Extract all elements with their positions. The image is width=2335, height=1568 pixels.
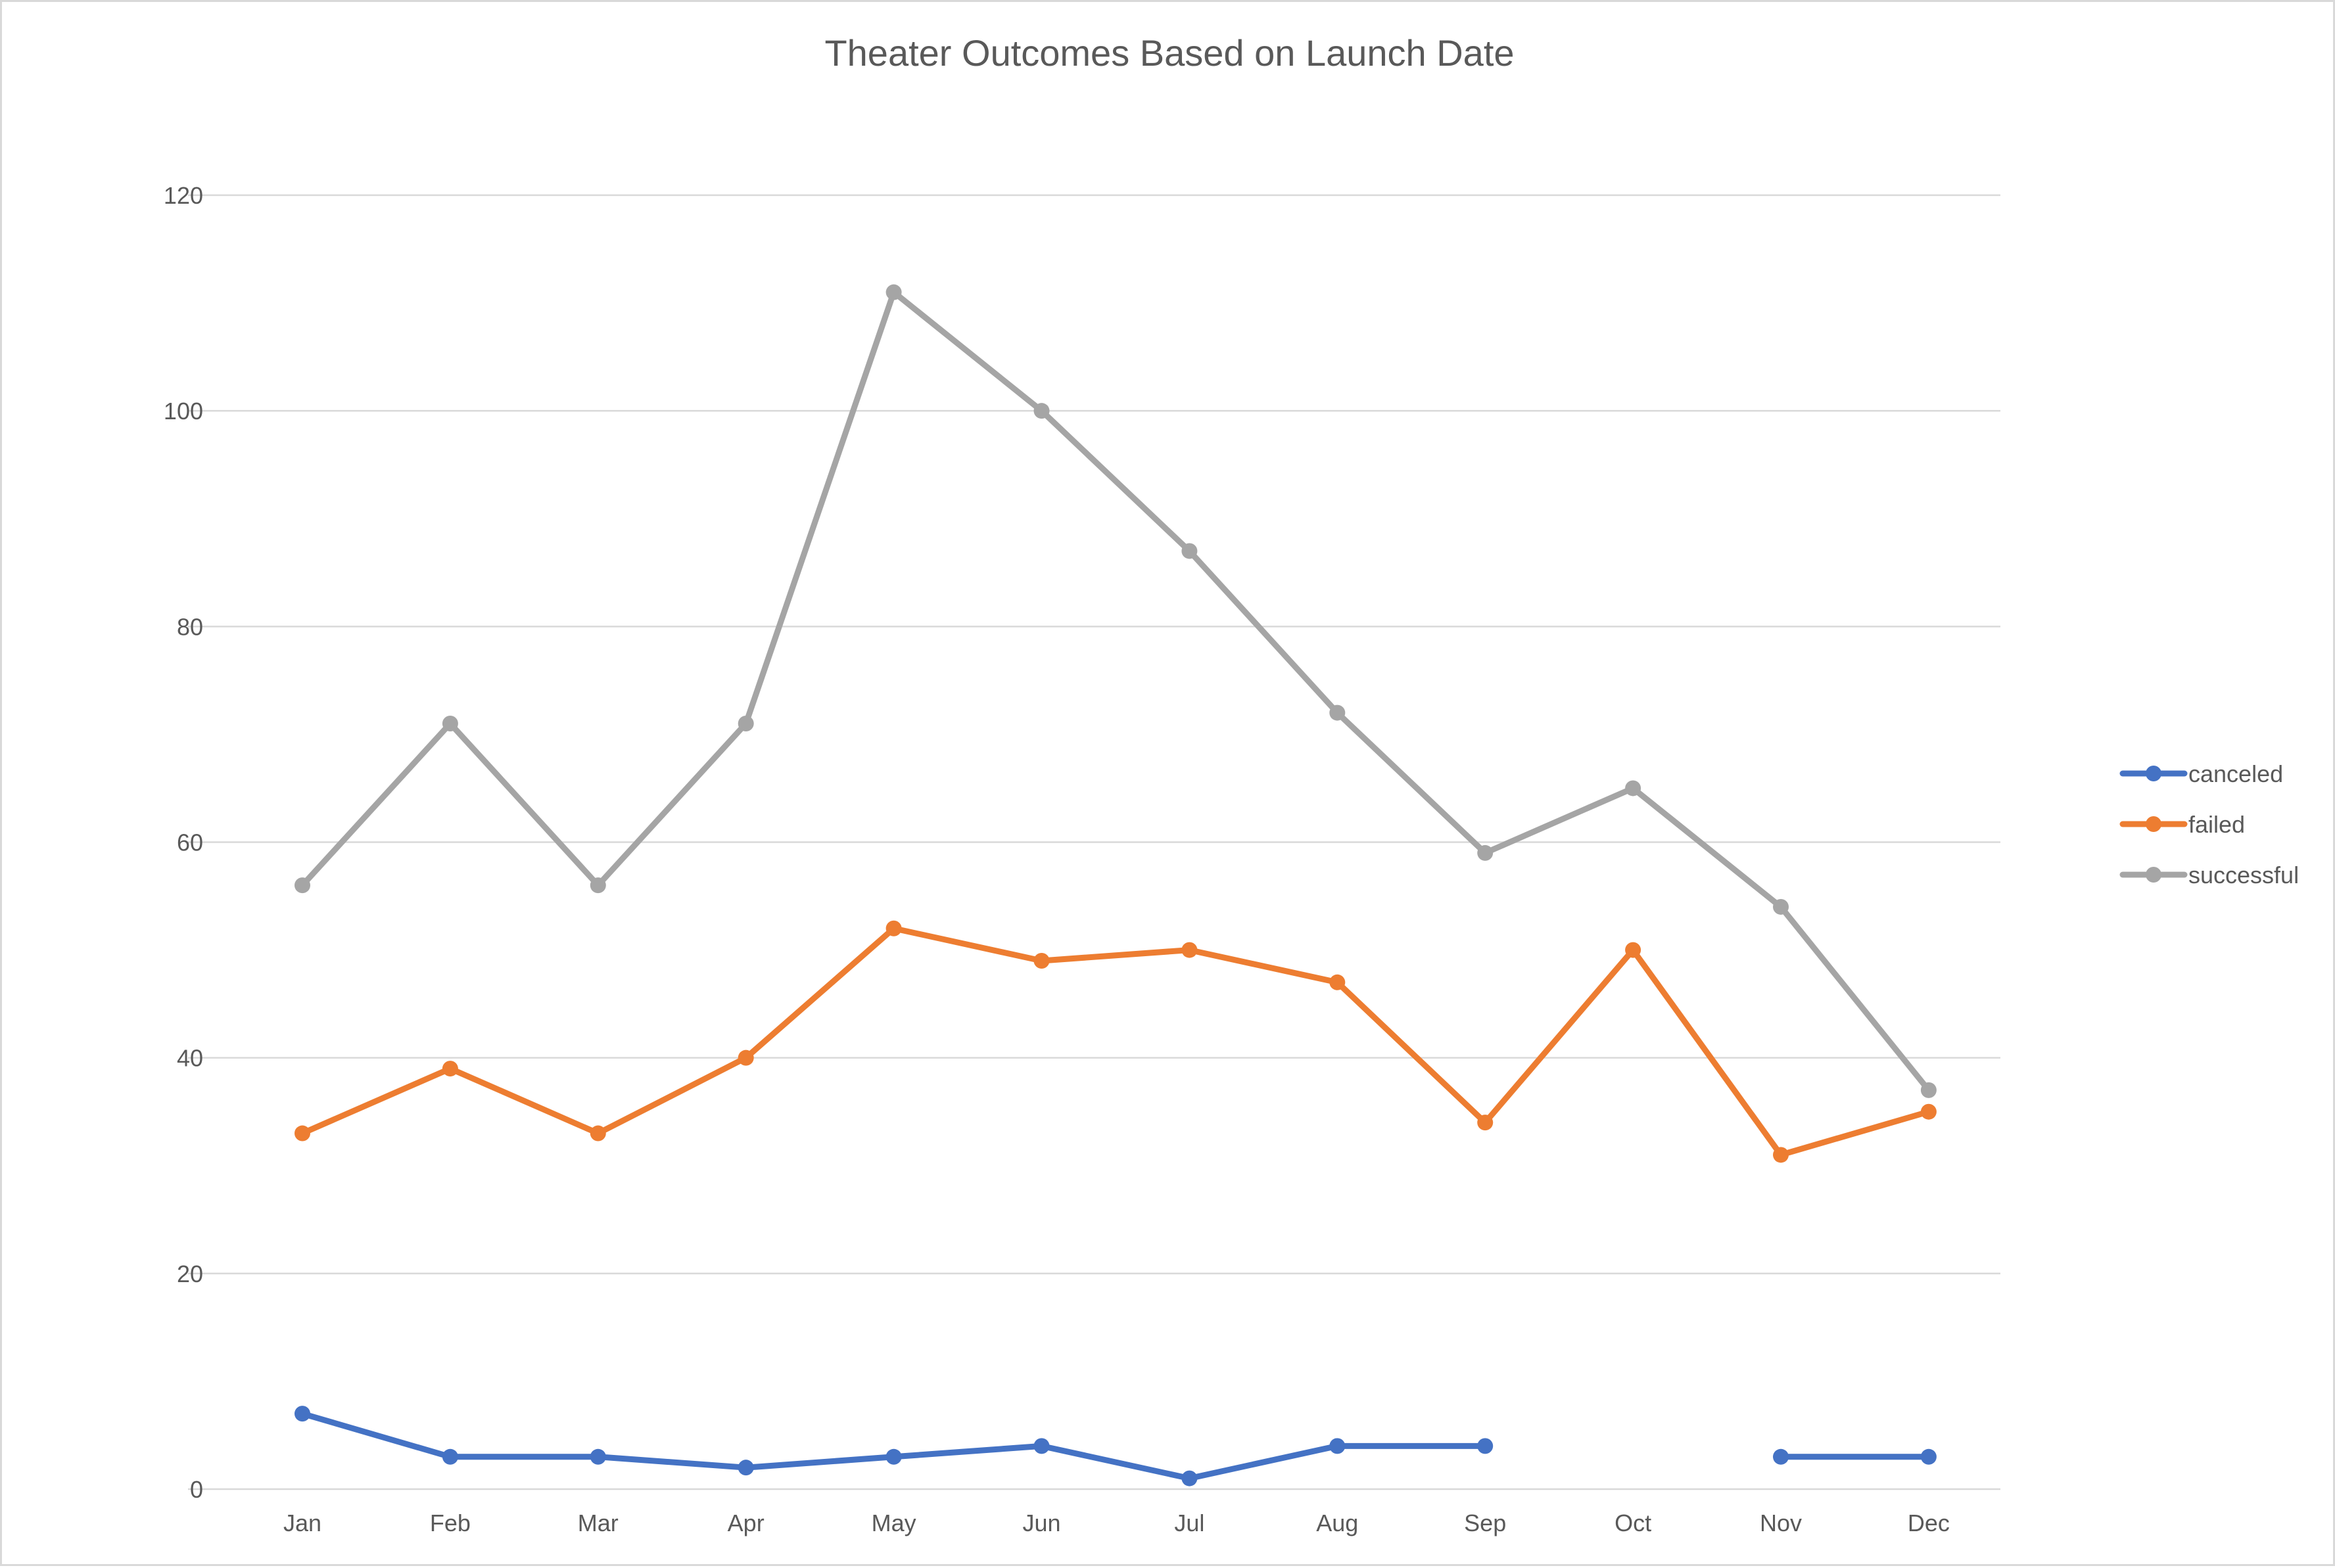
legend-marker [2146,816,2161,832]
x-tick-label: Aug [1316,1510,1358,1536]
data-point [1773,898,1789,915]
data-point [1773,1448,1789,1465]
x-tick-label: Mar [578,1510,619,1536]
y-tick-label: 40 [177,1045,203,1072]
series-successful [295,284,1937,1098]
x-axis-tick-labels: Jan Feb Mar Apr May Jun Jul Aug Sep Oct Nov Dec [283,1510,1950,1536]
x-tick-label: Sep [1464,1510,1506,1536]
data-point [295,1125,310,1141]
data-point [1033,403,1050,419]
data-point [590,877,606,894]
data-point [738,1049,754,1066]
y-axis-tick-labels: 0 20 40 60 80 100 120 [164,182,203,1503]
y-tick-label: 60 [177,829,203,856]
series-failed [295,920,1937,1163]
data-point [1181,1470,1198,1487]
x-tick-label: Oct [1615,1510,1651,1536]
data-point [295,877,310,894]
data-point [295,1406,310,1422]
x-tick-label: Jun [1022,1510,1060,1536]
x-tick-label: May [872,1510,916,1536]
data-point [1181,543,1198,559]
data-point [1329,704,1346,721]
y-tick-label: 120 [164,182,203,209]
y-tick-label: 20 [177,1260,203,1287]
series-canceled [295,1406,1937,1487]
series-line [299,1410,1488,1482]
x-tick-label: Jul [1174,1510,1204,1536]
data-point [590,1125,606,1141]
data-point [1033,1438,1050,1454]
y-tick-label: 0 [190,1476,203,1503]
legend-label: successful [2188,862,2299,888]
x-tick-label: Feb [430,1510,471,1536]
x-tick-label: Dec [1908,1510,1950,1536]
legend: canceled failed successful [2119,760,2299,888]
x-tick-label: Apr [728,1510,765,1536]
data-point [1920,1082,1937,1098]
data-point [442,1448,458,1465]
data-point [590,1448,606,1465]
data-point [1920,1448,1937,1465]
data-point [442,716,458,732]
data-point [885,1448,902,1465]
legend-item-canceled: canceled [2119,760,2283,787]
data-point [1477,844,1494,861]
legend-marker [2146,867,2161,883]
chart-title: Theater Outcomes Based on Launch Date [824,32,1514,74]
data-point [1329,974,1346,990]
data-point [442,1061,458,1077]
legend-label: failed [2188,811,2245,838]
data-point [1920,1103,1937,1120]
data-point [738,1460,754,1476]
data-point [885,920,902,936]
data-point [738,716,754,732]
data-point [1477,1438,1494,1454]
legend-marker [2146,766,2161,781]
data-point [1181,942,1198,958]
data-point [885,284,902,300]
data-point [1033,952,1050,969]
data-point [1329,1438,1346,1454]
x-tick-label: Nov [1760,1510,1802,1536]
series-line [299,289,1932,1094]
series-lines [295,284,1937,1487]
series-line [299,925,1932,1158]
gridlines [188,194,2000,1490]
data-point [1477,1115,1494,1131]
data-point [1625,780,1641,796]
legend-label: canceled [2188,760,2283,787]
y-tick-label: 100 [164,398,203,425]
x-tick-label: Jan [283,1510,321,1536]
legend-item-successful: successful [2119,862,2299,888]
data-point [1773,1147,1789,1163]
data-point [1625,942,1641,958]
y-tick-label: 80 [177,613,203,640]
legend-item-failed: failed [2119,811,2245,838]
